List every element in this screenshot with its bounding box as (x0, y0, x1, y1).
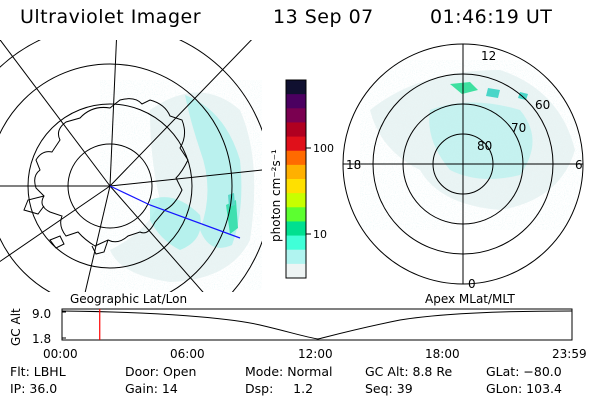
colorbar-segment (286, 193, 306, 208)
info-glon: GLon: 103.4 (486, 381, 562, 396)
x-tick-0600: 06:00 (170, 347, 205, 361)
altitude-curve (61, 310, 573, 340)
info-glat: GLat: −80.0 (486, 364, 562, 379)
x-tick-0000: 00:00 (43, 347, 78, 361)
info-seq: Seq: 39 (365, 381, 413, 396)
magnetic-polar-plot: 12 18 6 0 80 70 60 (342, 43, 584, 291)
info-filter: Flt: LBHL (10, 364, 66, 379)
info-gc-alt: GC Alt: 8.8 Re (365, 364, 453, 379)
colorbar-tick-100: 100 (313, 142, 334, 155)
colorbar-segment (286, 136, 306, 152)
info-dsp: Dsp: 1.2 (245, 381, 314, 396)
info-gain: Gain: 14 (125, 381, 178, 396)
meridians-left (0, 40, 262, 292)
uv-emission-left (100, 80, 262, 290)
info-door: Door: Open (125, 364, 197, 379)
colorbar-unit-label: photon cm⁻²s⁻¹ (269, 149, 283, 242)
orbit-track (109, 185, 241, 239)
instrument-title: Ultraviolet Imager (20, 6, 202, 28)
geographic-map (0, 40, 262, 292)
colorbar-segment (286, 235, 306, 251)
mlat-label-70: 70 (511, 121, 526, 135)
x-tick-1800: 18:00 (425, 347, 460, 361)
colorbar-segment (286, 249, 306, 265)
colorbar-segment (286, 94, 306, 109)
colorbar-segment (286, 207, 306, 222)
coastline (34, 98, 189, 247)
colorbar-segment (286, 263, 306, 279)
info-ip: IP: 36.0 (10, 381, 58, 396)
observation-time: 01:46:19 UT (430, 6, 553, 28)
colorbar-segment (286, 108, 306, 123)
colorbar-segment (286, 80, 306, 95)
x-tick-2359: 23:59 (552, 347, 587, 361)
mlat-label-60: 60 (535, 98, 550, 112)
mlt-label-0: 0 (468, 277, 476, 291)
colorbar-tick-10: 10 (313, 228, 327, 241)
colorbar-segment (286, 150, 306, 166)
mlt-label-18: 18 (346, 158, 361, 172)
x-tick-1200: 12:00 (298, 347, 333, 361)
altitude-axis-title: GC Alt (9, 308, 23, 346)
colorbar-segment (286, 221, 306, 237)
colorbar-segment (286, 164, 306, 180)
altitude-max-label: 9.0 (32, 307, 51, 321)
altitude-timeline: 9.0 1.8 GC Alt 00:00 06:00 12:00 18:00 2… (9, 307, 587, 361)
colorbar-segment (286, 122, 306, 138)
info-mode: Mode: Normal (245, 364, 333, 379)
altitude-min-label: 1.8 (32, 332, 51, 346)
mlt-label-6: 6 (575, 158, 583, 172)
right-map-caption: Apex MLat/MLT (425, 292, 515, 306)
left-map-caption: Geographic Lat/Lon (70, 292, 187, 306)
mlt-label-12: 12 (481, 49, 496, 63)
observation-date: 13 Sep 07 (273, 6, 374, 28)
colorbar: 100 10 photon cm⁻²s⁻¹ (269, 79, 334, 279)
mlat-label-80: 80 (477, 139, 492, 153)
colorbar-segment (286, 179, 306, 194)
